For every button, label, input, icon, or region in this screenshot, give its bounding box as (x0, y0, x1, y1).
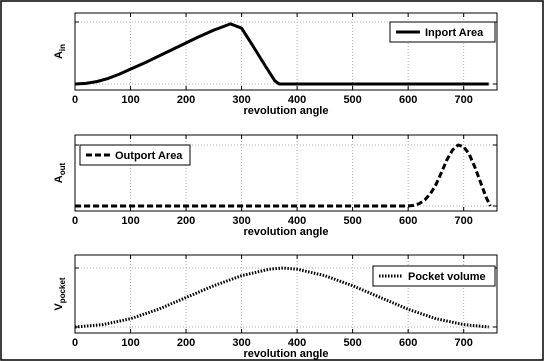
y-axis-label-main: A (53, 175, 65, 183)
x-tick-label: 0 (72, 337, 78, 349)
legend: Outport Area (79, 144, 191, 166)
x-tick-label: 400 (288, 337, 306, 349)
y-axis-label-sub: out (58, 162, 67, 175)
x-tick-label: 100 (121, 94, 139, 106)
legend-label: Inport Area (425, 27, 484, 39)
legend-box (79, 144, 191, 166)
x-tick-label: 0 (72, 94, 78, 106)
legend: Pocket volume (372, 265, 496, 287)
x-axis-label: revolution angle (244, 348, 329, 360)
y-axis-label-sub: in (58, 44, 67, 51)
y-axis-label: Vpocket (53, 277, 67, 310)
x-tick-label: 400 (288, 215, 306, 227)
legend: Inport Area (389, 21, 496, 43)
chart-panel-3: 0 100 200 300 400 500 600 700 revolution angle Vp… (53, 254, 498, 360)
x-tick-label: 500 (343, 94, 361, 106)
x-axis-label: revolution angle (244, 105, 329, 117)
x-tick-label: 200 (177, 94, 195, 106)
x-tick-label: 700 (455, 94, 473, 106)
x-tick-label: 600 (399, 337, 417, 349)
chart-panel-1: 0 100 200 300 400 500 600 700 revolution angle Ai… (53, 12, 498, 117)
y-axis-label-main: A (53, 51, 65, 59)
x-tick-label: 200 (177, 215, 195, 227)
x-tick-label: 0 (72, 215, 78, 227)
x-tick-label: 600 (399, 94, 417, 106)
y-axis-label: Aout (53, 162, 67, 183)
chart-panel-2: 0 100 200 300 400 500 600 700 revolution angle Ao… (53, 134, 498, 238)
legend-box (372, 265, 496, 287)
series-line-pocket-volume (74, 266, 489, 329)
legend-label: Outport Area (115, 150, 183, 162)
x-tick-label: 500 (343, 337, 361, 349)
plot-frame (74, 254, 498, 334)
x-tick-label: 500 (343, 215, 361, 227)
x-tick-label: 300 (232, 337, 250, 349)
x-tick-label: 200 (177, 337, 195, 349)
series-line-outport-area (75, 143, 492, 208)
x-tick-label: 400 (288, 94, 306, 106)
plot-frame (74, 12, 498, 91)
y-axis-label: Ain (53, 44, 67, 59)
x-tick-label: 300 (232, 94, 250, 106)
legend-box (389, 21, 496, 43)
y-axis-label-main: V (53, 303, 65, 311)
x-axis-label: revolution angle (244, 226, 329, 238)
x-tick-label: 700 (455, 215, 473, 227)
x-tick-label: 600 (399, 215, 417, 227)
series-line-inport-area (74, 22, 489, 86)
y-axis-label-sub: pocket (58, 277, 67, 303)
plot-frame (74, 134, 498, 212)
legend-label: Pocket volume (408, 271, 486, 283)
x-tick-label: 100 (121, 215, 139, 227)
x-tick-label: 100 (121, 337, 139, 349)
x-tick-label: 300 (232, 215, 250, 227)
x-tick-label: 700 (455, 337, 473, 349)
